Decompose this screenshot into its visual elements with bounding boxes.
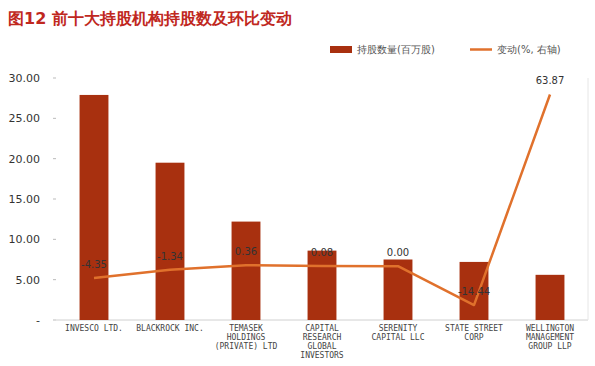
x-tick-label: WELLINGTONMANAGEMENTGROUP LLP: [526, 324, 574, 351]
legend-item: 持股数量(百万股): [330, 44, 435, 55]
bar: [308, 251, 337, 320]
y-tick-label: 25.00: [9, 112, 41, 125]
y-tick-label: 5.00: [16, 274, 41, 287]
data-label: 0.00: [387, 247, 409, 258]
x-tick-label-line: BLACKROCK INC.: [136, 324, 203, 333]
data-label: -1.34: [157, 251, 183, 262]
title: 图12 前十大持股机构持股数及环比变动: [8, 9, 292, 28]
x-tick-label-line: INVESTORS: [300, 351, 344, 360]
y-tick: [53, 279, 56, 280]
x-tick-label-line: STATE STREET: [445, 324, 503, 333]
x-tick-label-line: GLOBAL: [308, 342, 337, 351]
data-label: -14.44: [458, 286, 490, 297]
x-tick-label-line: CAPITAL: [305, 324, 339, 333]
bar: [384, 260, 413, 321]
y2-axis: [588, 78, 589, 320]
x-tick-label-line: SERENITY: [379, 324, 418, 333]
line: [94, 94, 550, 305]
legend-label: 变动(%, 右轴): [497, 44, 561, 55]
y-tick-label: 20.00: [9, 153, 41, 166]
y-tick-label: -: [36, 314, 40, 327]
x-tick-label: INVESCO LTD.: [65, 324, 123, 333]
bar: [156, 163, 185, 320]
bar: [232, 222, 261, 320]
data-label: 63.87: [536, 75, 565, 86]
bar: [536, 275, 565, 320]
x-tick-label-line: INVESCO LTD.: [65, 324, 123, 333]
y-tick: [53, 78, 56, 79]
legend-label: 持股数量(百万股): [357, 44, 435, 55]
x-tick-label: SERENITYCAPITAL LLC: [372, 324, 425, 342]
x-tick-label-line: (PRIVATE) LTD: [215, 342, 278, 351]
x-tick-label: TEMASEKHOLDINGS(PRIVATE) LTD: [215, 324, 278, 351]
x-tick-label-line: WELLINGTON: [526, 324, 574, 333]
y-tick: [53, 320, 56, 321]
y-tick: [53, 158, 56, 159]
legend-swatch: [330, 46, 352, 53]
y-tick: [53, 199, 56, 200]
data-label: 0.36: [235, 246, 257, 257]
x-tick-label-line: HOLDINGS: [227, 333, 266, 342]
legend-swatch: [470, 48, 492, 51]
data-labels: -4.35 -1.34 0.36 0.08 0.00 -14.44 63.87: [81, 75, 564, 297]
x-tick-label: STATE STREETCORP: [445, 324, 503, 342]
x-tick-label-line: GROUP LLP: [528, 342, 572, 351]
x-tick-label-line: CAPITAL LLC: [372, 333, 425, 342]
x-tick-label: CAPITALRESEARCHGLOBALINVESTORS: [300, 324, 344, 360]
x-tick-label-line: TEMASEK: [229, 324, 263, 333]
y-tick: [53, 118, 56, 119]
x-tick-label: BLACKROCK INC.: [136, 324, 203, 333]
data-label: -4.35: [81, 259, 107, 270]
bar: [80, 95, 109, 320]
x-tick-label-line: CORP: [464, 333, 483, 342]
y-tick: [53, 239, 56, 240]
y-tick-label: 30.00: [9, 72, 41, 85]
plot-area: [80, 94, 565, 320]
chart: 图12 前十大持股机构持股数及环比变动 - 5.00 10.00 15.00 20.00 2…: [0, 0, 595, 366]
x-tick-label-line: MANAGEMENT: [526, 333, 574, 342]
y-tick-label: 10.00: [9, 233, 41, 246]
x-tick-label-line: RESEARCH: [303, 333, 342, 342]
data-label: 0.08: [311, 247, 333, 258]
y-tick-label: 15.00: [9, 193, 41, 206]
legend-item: 变动(%, 右轴): [470, 44, 561, 55]
